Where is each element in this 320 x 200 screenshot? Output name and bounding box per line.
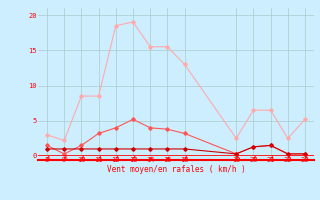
X-axis label: Vent moyen/en rafales ( km/h ): Vent moyen/en rafales ( km/h ) <box>107 165 245 174</box>
